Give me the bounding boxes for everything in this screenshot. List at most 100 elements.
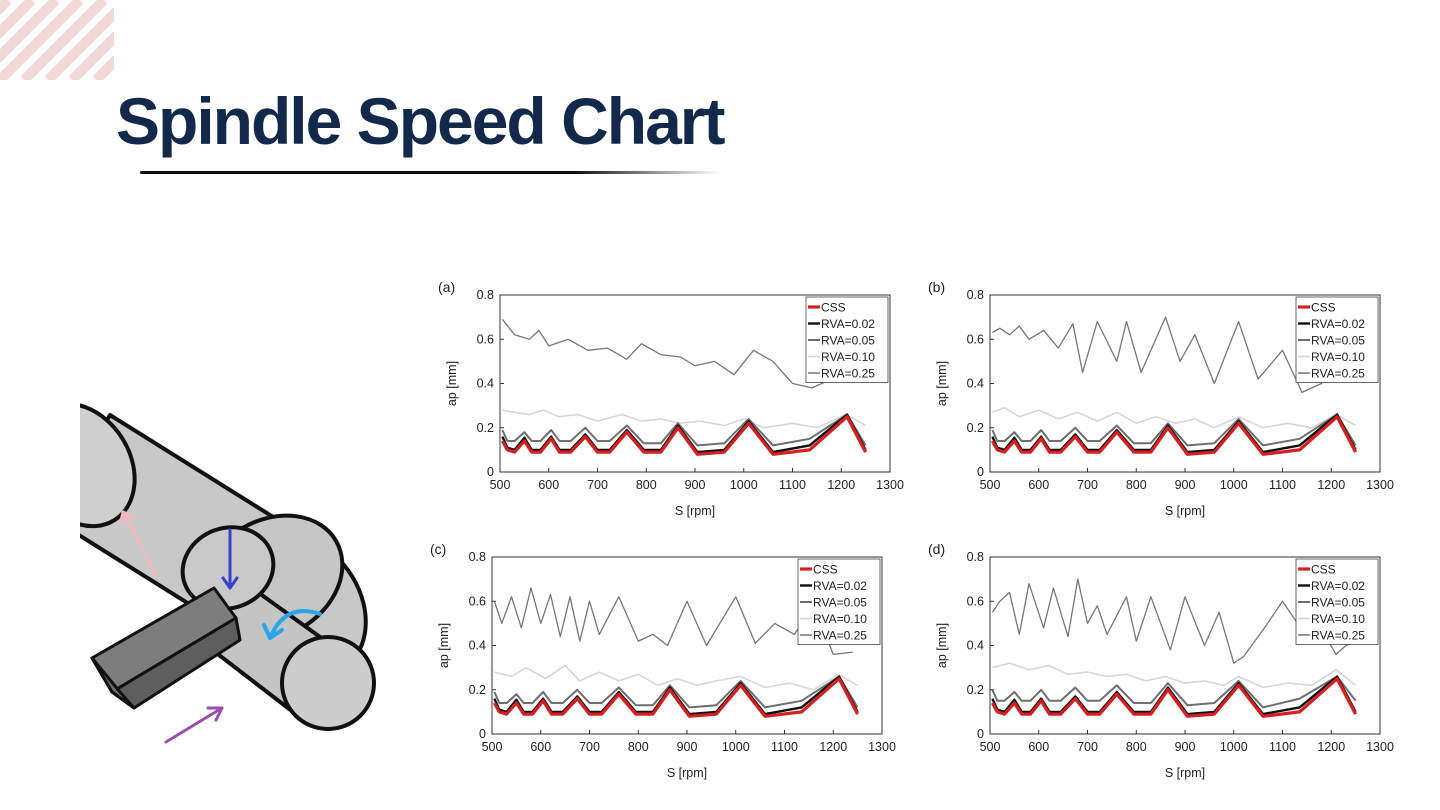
y-axis-label: ap [mm] (437, 623, 451, 668)
series-line-rva-0-05 (991, 675, 1357, 709)
series-line-rva-0-05 (493, 675, 859, 709)
x-tick-label: 500 (980, 740, 1001, 754)
x-tick-label: 1200 (1317, 478, 1345, 492)
series-line-css (492, 677, 860, 718)
x-tick-label: 600 (538, 478, 559, 492)
x-tick-label: 700 (579, 740, 600, 754)
x-tick-label: 700 (1077, 478, 1098, 492)
title-underline (140, 171, 720, 174)
chart-panel-c: 500 600 700 800 900 1000 1100 1200 1300 0 0.2 0.4 0.… (430, 541, 896, 780)
series-line-css (500, 415, 868, 456)
x-tick-label: 500 (980, 478, 1001, 492)
x-tick-label: 1200 (827, 478, 855, 492)
cyan-rotation-arrow-icon (262, 609, 322, 640)
y-tick-label: 0 (977, 727, 984, 741)
y-tick-label: 0.8 (477, 288, 494, 302)
stripe (68, 30, 114, 80)
page-title: Spindle Speed Chart (116, 84, 725, 158)
series-line-css (990, 415, 1358, 456)
y-tick-label: 0.6 (967, 332, 984, 346)
x-tick-label: 1300 (876, 478, 904, 492)
purple-motion-arrow-icon (164, 706, 224, 744)
cutting-tool-end (90, 656, 136, 710)
pink-feed-arrow-icon (118, 510, 158, 577)
x-tick-label: 1000 (1220, 478, 1248, 492)
legend-label: CSS (1311, 301, 1336, 315)
legend-label: CSS (821, 301, 846, 315)
x-tick-label: 800 (628, 740, 649, 754)
y-axis-label: ap [mm] (935, 623, 949, 668)
stripe (44, 6, 114, 80)
x-axis-label: S [rpm] (1165, 504, 1205, 518)
x-tick-label: 1100 (1269, 740, 1296, 754)
legend-label: CSS (813, 563, 838, 577)
y-tick-label: 0.2 (477, 421, 494, 435)
legend-label: RVA=0.02 (1311, 317, 1365, 331)
y-tick-label: 0.4 (967, 377, 984, 391)
x-tick-label: 800 (1126, 478, 1147, 492)
x-tick-label: 500 (490, 478, 511, 492)
x-axis-label: S [rpm] (675, 504, 715, 518)
y-tick-label: 0.6 (967, 594, 984, 608)
y-tick-label: 0 (487, 465, 494, 479)
chart-panel-b: 500 600 700 800 900 1000 1100 1200 1300 0 0.2 0.4 0.… (928, 279, 1394, 518)
legend-label: RVA=0.05 (1311, 596, 1365, 610)
y-tick-label: 0.8 (967, 550, 984, 564)
legend-label: RVA=0.05 (813, 596, 867, 610)
x-tick-label: 700 (1077, 740, 1098, 754)
y-axis-label: ap [mm] (445, 361, 459, 406)
panel-label: (b) (928, 279, 945, 295)
legend-label: RVA=0.10 (1311, 350, 1365, 364)
stripe (92, 54, 114, 80)
stripe (0, 0, 36, 40)
y-tick-label: 0.6 (477, 332, 494, 346)
series-line-rva-0-25 (992, 316, 1352, 394)
legend-label: RVA=0.25 (1311, 367, 1365, 381)
x-axis-label: S [rpm] (667, 766, 707, 780)
x-tick-label: 1000 (730, 478, 758, 492)
x-tick-label: 1300 (1366, 740, 1394, 754)
y-tick-label: 0.2 (967, 683, 984, 697)
stripe (0, 0, 84, 80)
series-line-rva-0-10 (992, 407, 1356, 429)
series-line-rva-0-05 (991, 413, 1357, 447)
panel-label: (a) (438, 279, 455, 295)
x-tick-label: 600 (1028, 740, 1049, 754)
y-tick-label: 0 (479, 727, 486, 741)
chart-panel-d: 500 600 700 800 900 1000 1100 1200 1300 0 0.2 0.4 0.… (928, 541, 1394, 780)
x-tick-label: 1300 (1366, 478, 1394, 492)
x-tick-label: 700 (587, 478, 608, 492)
panel-label: (c) (430, 541, 446, 557)
legend-label: RVA=0.25 (813, 629, 867, 643)
x-tick-label: 1000 (722, 740, 750, 754)
series-line-rva-0-05 (501, 413, 867, 447)
series-line-css (990, 677, 1358, 718)
legend-label: RVA=0.10 (1311, 612, 1365, 626)
y-tick-label: 0.4 (469, 639, 486, 653)
legend-label: RVA=0.25 (1311, 629, 1365, 643)
x-tick-label: 800 (1126, 740, 1147, 754)
x-tick-label: 1100 (779, 478, 806, 492)
y-axis-label: ap [mm] (935, 361, 949, 406)
legend-label: RVA=0.02 (813, 579, 867, 593)
x-tick-label: 800 (636, 478, 657, 492)
shaft-inner-end (180, 525, 276, 611)
legend-label: RVA=0.05 (1311, 334, 1365, 348)
corner-stripe-decoration (0, 0, 114, 80)
legend-label: RVA=0.05 (821, 334, 875, 348)
series-line-rva-0-25 (501, 318, 862, 389)
spindle-illustration (23, 320, 400, 760)
x-tick-label: 900 (685, 478, 706, 492)
legend-label: RVA=0.02 (1311, 579, 1365, 593)
x-tick-label: 1300 (868, 740, 896, 754)
y-tick-label: 0.8 (967, 288, 984, 302)
y-tick-label: 0.6 (469, 594, 486, 608)
x-tick-label: 900 (1175, 478, 1196, 492)
series-line-rva-0-25 (493, 587, 853, 656)
x-tick-label: 1200 (1317, 740, 1345, 754)
x-tick-label: 600 (530, 740, 551, 754)
x-tick-label: 500 (482, 740, 503, 754)
x-tick-label: 1100 (1269, 478, 1296, 492)
stripe (20, 0, 108, 80)
y-tick-label: 0.2 (967, 421, 984, 435)
